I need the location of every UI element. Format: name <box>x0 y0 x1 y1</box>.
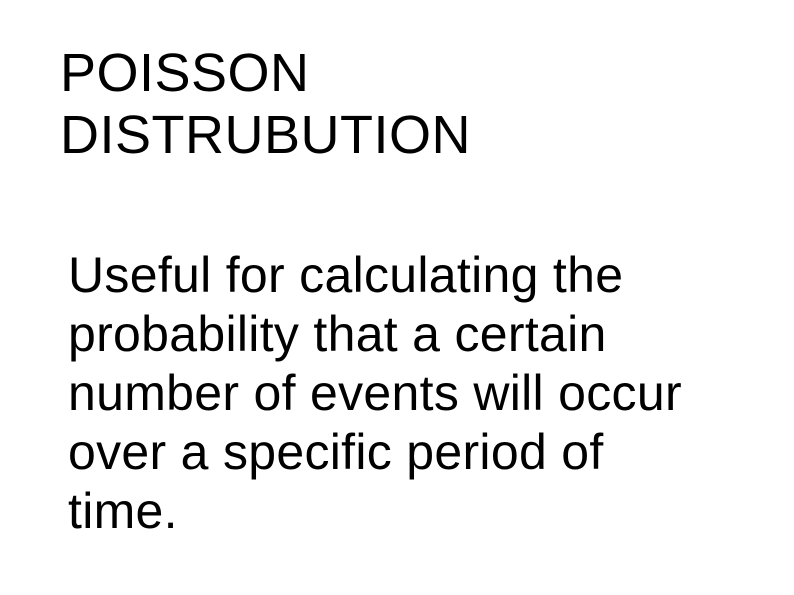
slide-title: POISSON DISTRUBUTION <box>60 42 736 166</box>
slide-container: POISSON DISTRUBUTION Useful for calculat… <box>0 0 794 595</box>
slide-body-text: Useful for calculating the probability t… <box>68 246 736 541</box>
